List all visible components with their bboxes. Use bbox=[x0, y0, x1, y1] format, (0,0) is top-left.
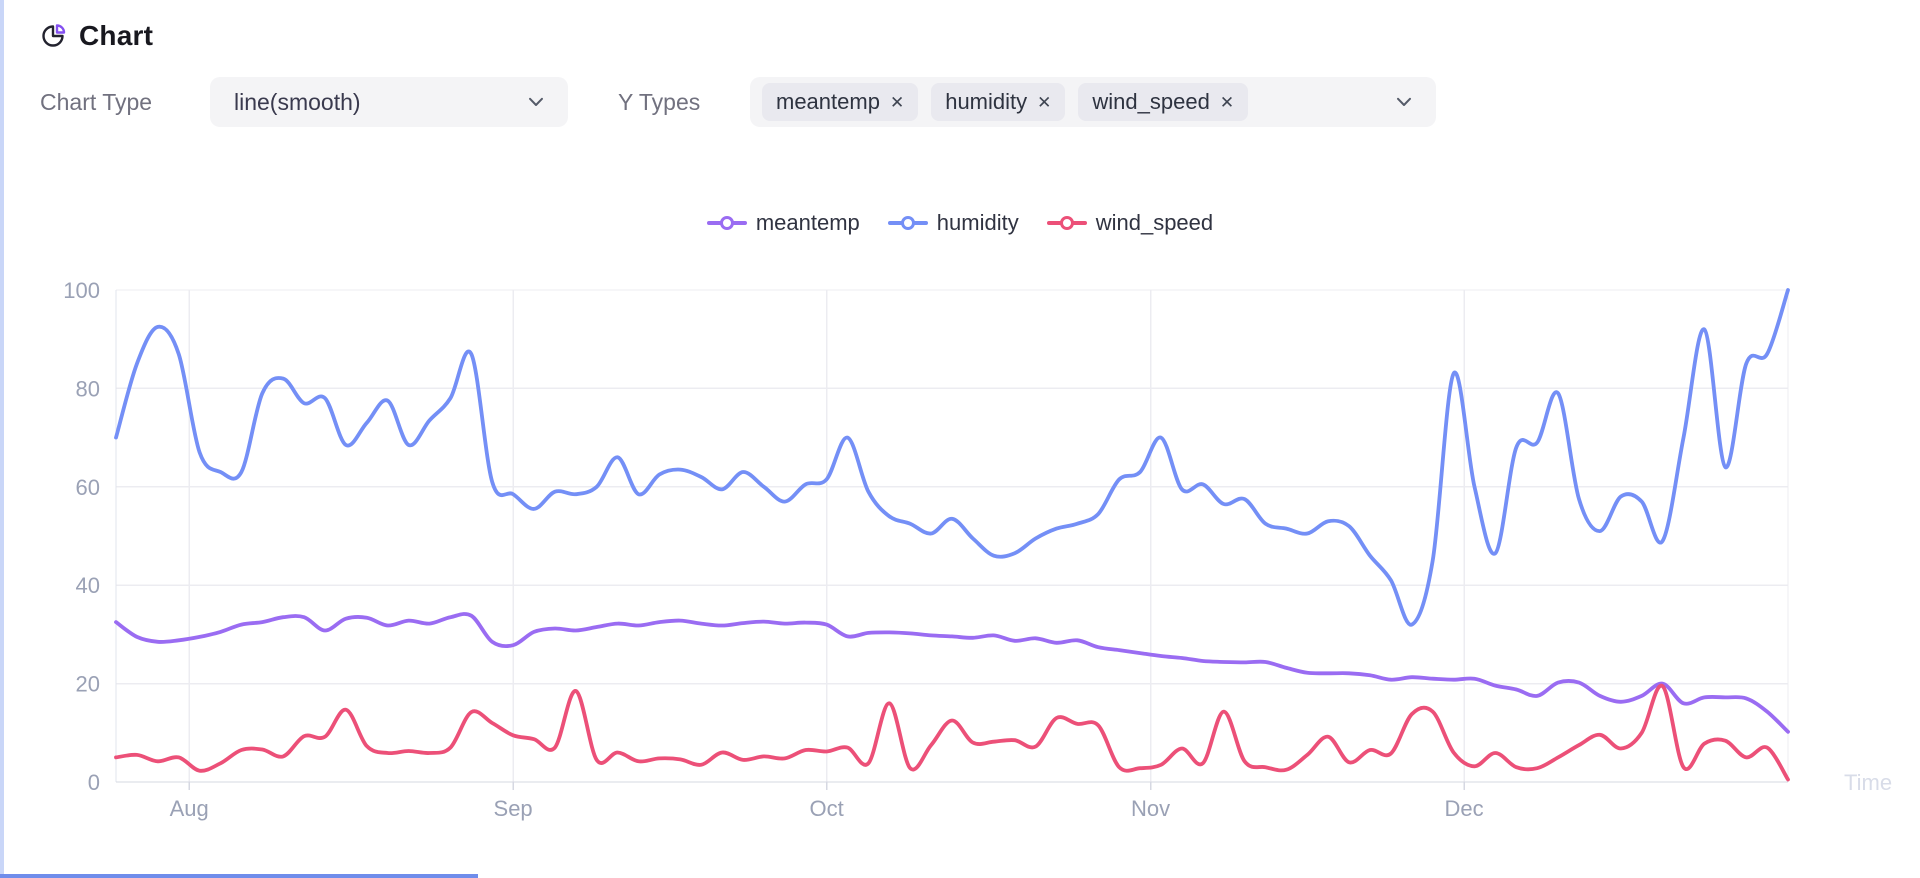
y-type-tag-label: meantemp bbox=[776, 89, 880, 114]
remove-tag-icon[interactable]: ✕ bbox=[889, 92, 905, 112]
x-tick-label: Dec bbox=[1444, 796, 1483, 821]
y-type-tags: meantemp ✕ humidity ✕ wind_speed ✕ bbox=[762, 83, 1249, 121]
legend-item-wind_speed[interactable]: wind_speed bbox=[1046, 210, 1214, 236]
series-line-meantemp[interactable] bbox=[114, 612, 1790, 734]
legend-item-humidity[interactable]: humidity bbox=[887, 210, 1019, 236]
y-type-tag-humidity[interactable]: humidity ✕ bbox=[931, 83, 1066, 121]
legend-item-meantemp[interactable]: meantemp bbox=[706, 210, 860, 236]
x-tick-label: Sep bbox=[494, 796, 533, 821]
page-title: Chart bbox=[79, 20, 154, 51]
x-tick-label: Aug bbox=[170, 796, 209, 821]
remove-tag-icon[interactable]: ✕ bbox=[1219, 92, 1235, 112]
y-types-label: Y Types bbox=[618, 88, 701, 115]
y-types-select[interactable]: meantemp ✕ humidity ✕ wind_speed ✕ bbox=[750, 77, 1436, 127]
remove-tag-icon[interactable]: ✕ bbox=[1037, 92, 1052, 112]
left-edge-strip bbox=[0, 0, 4, 878]
y-tick-label: 80 bbox=[76, 376, 100, 401]
y-type-tag-meantemp[interactable]: meantemp ✕ bbox=[762, 83, 919, 121]
chart-type-select[interactable]: line(smooth) bbox=[210, 77, 568, 127]
x-tick-label: Oct bbox=[809, 796, 843, 821]
y-tick-label: 20 bbox=[76, 672, 100, 697]
legend-marker-icon bbox=[706, 215, 747, 231]
y-tick-label: 100 bbox=[63, 278, 100, 303]
x-tick-label: Nov bbox=[1131, 796, 1170, 821]
x-axis-title: Time bbox=[1844, 770, 1892, 795]
panel-header: Chart bbox=[40, 20, 153, 52]
y-type-tag-wind_speed[interactable]: wind_speed ✕ bbox=[1078, 83, 1249, 121]
series-line-humidity[interactable] bbox=[114, 288, 1790, 627]
legend-label: meantemp bbox=[755, 210, 860, 235]
y-tick-label: 60 bbox=[76, 475, 100, 500]
chevron-down-icon bbox=[1397, 97, 1411, 106]
y-tick-label: 40 bbox=[76, 573, 100, 598]
legend-marker-icon bbox=[887, 215, 928, 231]
series-line-wind_speed[interactable] bbox=[114, 683, 1790, 782]
y-type-tag-label: humidity bbox=[945, 89, 1028, 114]
legend-label: wind_speed bbox=[1095, 210, 1214, 235]
chart-type-value: line(smooth) bbox=[234, 88, 361, 115]
bottom-edge-strip bbox=[0, 874, 478, 878]
legend-marker-icon bbox=[1046, 215, 1087, 231]
y-type-tag-label: wind_speed bbox=[1092, 89, 1210, 114]
chart-type-label: Chart Type bbox=[40, 88, 153, 115]
y-tick-label: 0 bbox=[88, 770, 100, 795]
chart-legend: meantemp humidity wind_speed bbox=[0, 210, 1920, 236]
legend-label: humidity bbox=[936, 210, 1019, 235]
chart-controls: Chart Type line(smooth) Y Types meantemp… bbox=[0, 77, 1920, 127]
pie-chart-icon bbox=[40, 22, 68, 50]
chevron-down-icon bbox=[529, 97, 543, 106]
